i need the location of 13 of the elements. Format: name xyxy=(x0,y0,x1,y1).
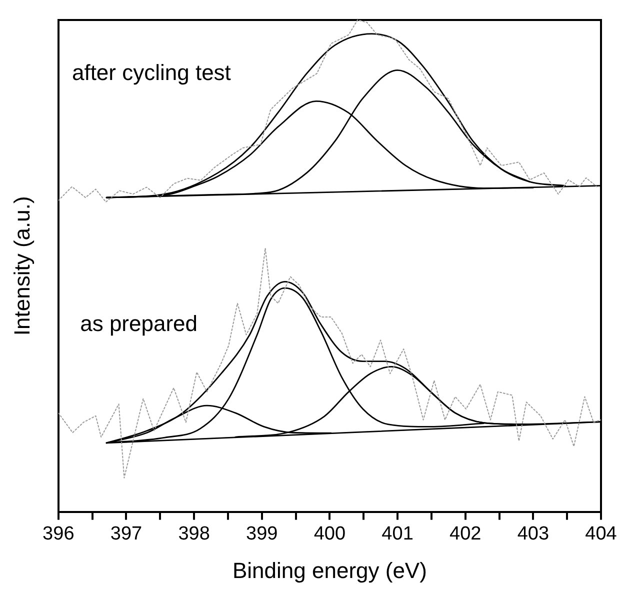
x-tick-label: 400 xyxy=(314,523,346,544)
x-tick-label: 399 xyxy=(246,523,278,544)
x-tick-label: 396 xyxy=(42,523,74,544)
x-tick-label: 402 xyxy=(450,523,482,544)
x-tick-label: 403 xyxy=(517,523,550,544)
x-tick-label: 404 xyxy=(585,523,618,544)
annotation: after cycling test xyxy=(72,60,231,86)
x-axis-title: Binding energy (eV) xyxy=(232,558,427,583)
x-tick-label: 397 xyxy=(110,523,142,544)
annotation: as prepared xyxy=(80,310,198,336)
y-axis-title: Intensity (a.u.) xyxy=(9,196,34,336)
x-tick-label: 401 xyxy=(382,523,414,544)
x-tick-label: 398 xyxy=(178,523,210,544)
